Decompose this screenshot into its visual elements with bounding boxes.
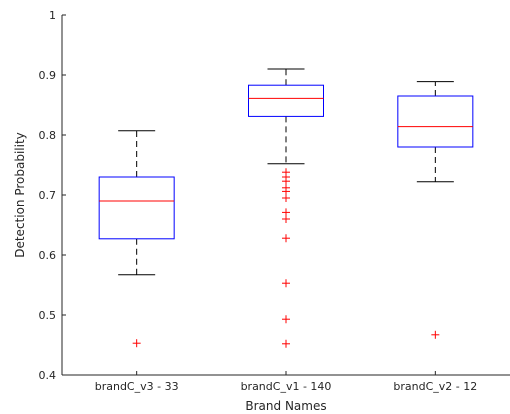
iqr-box: [248, 84, 324, 117]
outlier-point: [282, 234, 290, 243]
x-tick-label: brandC_v3 - 33: [95, 380, 179, 393]
iqr-box: [397, 95, 474, 148]
iqr-box: [98, 176, 175, 240]
outlier-point: [282, 215, 290, 223]
y-tick-label: 1: [49, 9, 56, 22]
y-axis-label: Detection Probability: [13, 132, 27, 258]
chart-axes: 0.4 0.5 0.6 0.7 0.8 0.9 1 brandC_v3 - 33 brandC_…: [39, 9, 510, 393]
y-tick-label: 0.8: [39, 129, 57, 142]
box-group: [248, 68, 324, 348]
outlier-point: [282, 194, 290, 202]
y-tick-label: 0.4: [39, 369, 57, 382]
box-group: [397, 81, 474, 339]
chart-marks: [98, 68, 474, 348]
box-group: [98, 130, 175, 348]
outlier-point: [282, 279, 290, 288]
outlier-point: [282, 315, 290, 324]
y-tick-label: 0.7: [39, 189, 57, 202]
y-tick-label: 0.9: [39, 69, 57, 82]
y-tick-label: 0.6: [39, 249, 57, 262]
y-tick-label: 0.5: [39, 309, 57, 322]
outlier-point: [132, 339, 141, 348]
x-tick-label: brandC_v2 - 12: [393, 380, 477, 393]
outlier-point: [431, 330, 440, 339]
x-axis-label: Brand Names: [245, 399, 326, 413]
x-tick-label: brandC_v1 - 140: [241, 380, 332, 393]
outlier-point: [282, 339, 290, 348]
